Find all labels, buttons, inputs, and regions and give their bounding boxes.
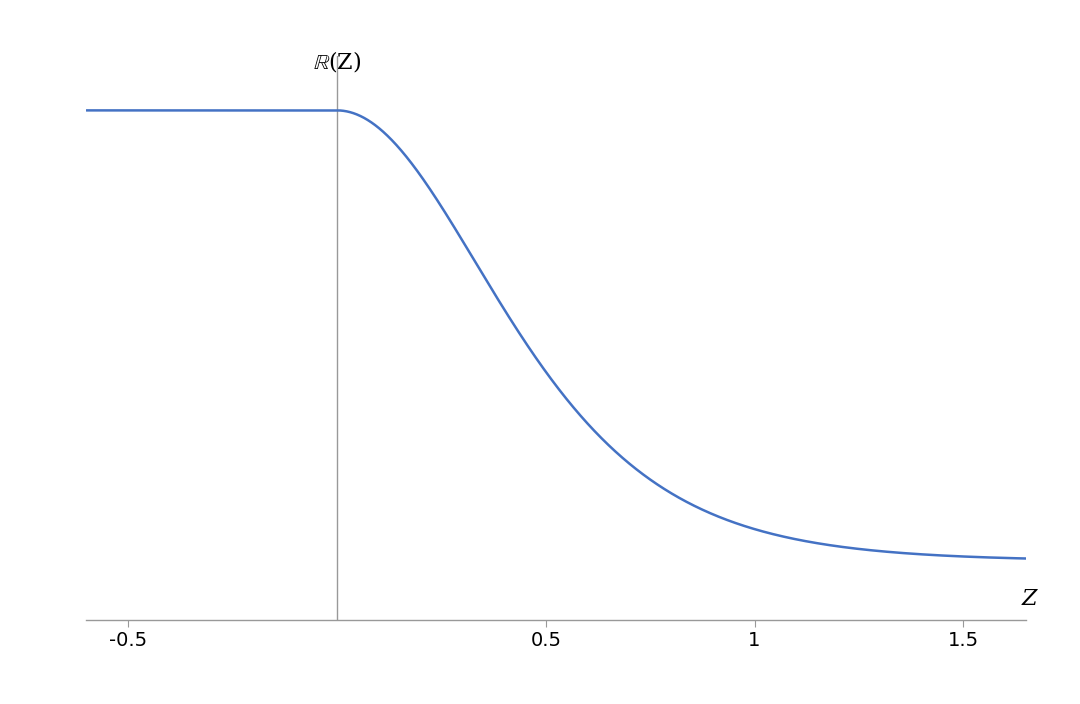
Text: Z: Z: [1022, 588, 1037, 610]
Text: $\mathbb{R}$(Z): $\mathbb{R}$(Z): [313, 49, 361, 75]
